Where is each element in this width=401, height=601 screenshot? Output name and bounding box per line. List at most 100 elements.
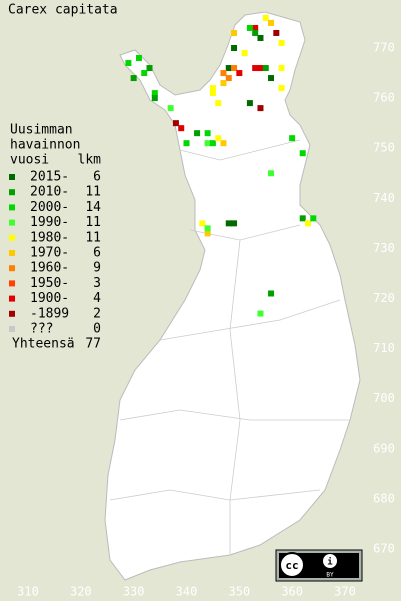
observation-square xyxy=(231,45,238,51)
x-tick-label: 330 xyxy=(123,585,145,599)
cc-badge: cc i BY xyxy=(275,549,363,582)
svg-text:i: i xyxy=(327,557,333,568)
legend-swatch xyxy=(9,310,15,317)
observation-square xyxy=(262,14,269,21)
legend-label: 2000- xyxy=(30,200,69,215)
observation-square xyxy=(220,70,227,77)
region-borders xyxy=(109,139,350,555)
title: Carex capitata xyxy=(8,3,118,18)
x-tick-label: 340 xyxy=(176,585,198,599)
y-tick-label: 760 xyxy=(373,91,395,105)
legend-count: 2 xyxy=(93,306,101,321)
y-tick-label: 670 xyxy=(373,542,395,556)
total-value: 77 xyxy=(85,337,101,352)
observation-square xyxy=(246,24,253,31)
svg-text:BY: BY xyxy=(326,572,334,579)
observation-square xyxy=(231,65,238,72)
observation-square xyxy=(299,215,306,222)
observation-square xyxy=(141,70,148,77)
observation-square xyxy=(125,60,132,67)
legend-label: -1899 xyxy=(30,306,69,321)
observation-square xyxy=(199,220,206,227)
observation-square xyxy=(231,220,238,227)
legend-label: 1970- xyxy=(30,246,69,261)
observation-square xyxy=(215,135,222,142)
observation-square xyxy=(252,65,259,72)
observation-square xyxy=(310,215,317,222)
x-tick-label: 370 xyxy=(334,585,356,599)
legend-swatch xyxy=(9,265,15,272)
count-header: lkm xyxy=(78,153,102,168)
observation-square xyxy=(299,150,306,157)
legend-label: 1990- xyxy=(30,215,69,230)
observation-square xyxy=(209,85,216,92)
observation-square xyxy=(278,39,285,46)
legend-label: ??? xyxy=(30,322,53,337)
y-tick-label: 710 xyxy=(373,341,395,355)
legend-swatch xyxy=(9,250,15,256)
observation-square xyxy=(204,130,211,137)
legend-count: 0 xyxy=(93,322,101,337)
observation-square xyxy=(268,170,275,177)
observation-square xyxy=(204,230,211,237)
observation-square xyxy=(257,105,264,112)
observation-square xyxy=(209,140,216,147)
legend-swatch xyxy=(9,234,15,241)
observation-square xyxy=(257,34,264,41)
observation-square xyxy=(135,55,142,62)
y-tick-label: 730 xyxy=(373,241,395,255)
observation-square xyxy=(305,220,312,227)
observation-square xyxy=(268,290,275,297)
y-tick-label: 720 xyxy=(373,291,395,305)
observation-square xyxy=(231,29,238,36)
observation-square xyxy=(151,90,158,97)
legend-swatch xyxy=(9,174,15,180)
y-tick-label: 750 xyxy=(373,141,395,155)
legend-label: 1900- xyxy=(30,291,69,306)
observation-square xyxy=(225,220,232,227)
observation-square xyxy=(241,50,248,57)
observation-square xyxy=(268,19,275,26)
observation-square xyxy=(268,75,275,82)
observation-square xyxy=(273,29,280,36)
legend-count: 14 xyxy=(85,200,101,215)
legend-count: 4 xyxy=(93,291,101,306)
country-outline xyxy=(104,11,361,581)
observation-square xyxy=(178,125,185,132)
observation-square xyxy=(151,95,158,102)
observation-square xyxy=(194,130,201,137)
legend-swatch xyxy=(9,295,15,302)
observation-square xyxy=(257,65,264,72)
observation-square xyxy=(252,29,259,36)
observation-square xyxy=(278,65,285,72)
legend-header: havainnon xyxy=(10,138,80,153)
y-tick-label: 740 xyxy=(373,191,395,205)
observation-square xyxy=(225,65,232,72)
observation-square xyxy=(172,120,179,127)
observation-square xyxy=(183,140,190,147)
legend-swatch xyxy=(9,326,15,332)
observation-square xyxy=(215,100,222,107)
observation-square xyxy=(146,65,153,72)
legend-header: Uusimman xyxy=(10,123,73,138)
legend-count: 9 xyxy=(93,261,101,276)
observation-square xyxy=(278,85,285,92)
x-tick-label: 310 xyxy=(17,585,39,599)
observation-square xyxy=(220,140,227,147)
observation-square xyxy=(167,105,174,112)
legend-count: 11 xyxy=(85,185,101,200)
legend-count: 11 xyxy=(85,230,101,245)
legend-label: 1950- xyxy=(30,276,69,291)
legend-count: 6 xyxy=(93,170,101,185)
observation-square xyxy=(204,225,211,232)
y-tick-label: 700 xyxy=(373,391,395,405)
y-tick-label: 770 xyxy=(373,41,395,55)
observation-square xyxy=(204,140,211,147)
y-tick-label: 680 xyxy=(373,491,395,505)
observation-square xyxy=(236,70,243,77)
legend-swatch xyxy=(9,204,15,211)
legend-count: 11 xyxy=(85,215,101,230)
observation-square xyxy=(257,310,264,317)
observation-square xyxy=(209,90,216,97)
